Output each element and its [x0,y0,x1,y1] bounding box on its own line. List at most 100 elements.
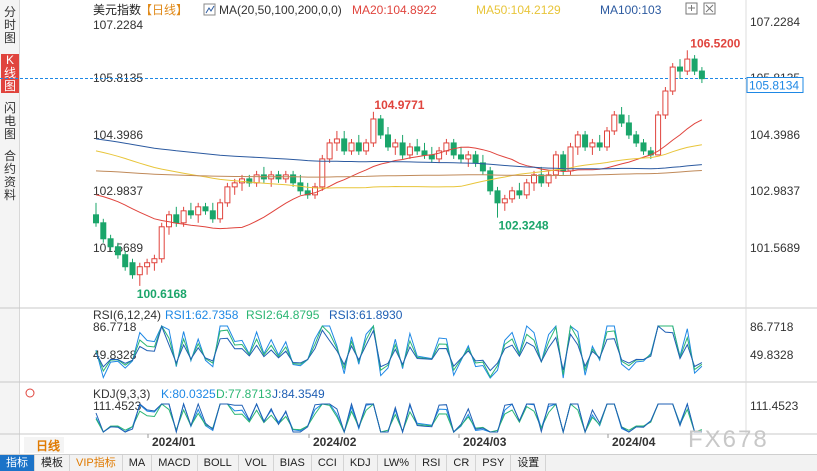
close-icon[interactable] [703,2,716,15]
candle-body [428,154,435,160]
toolbar-item-8[interactable]: CCI [312,455,344,471]
candle-body [166,214,172,228]
toolbar-item-7[interactable]: BIAS [274,455,312,471]
candle-body [144,262,151,268]
toolbar-item-3[interactable]: MA [123,455,153,471]
toolbar-item-5[interactable]: BOLL [198,455,239,471]
instrument-name: 美元指数 [93,2,141,17]
candle-body [363,142,370,152]
price-tick-label: 104.3986 [750,128,800,142]
rsi3-value: RSI3:61.8930 [329,308,403,322]
candle-body [538,174,545,184]
candle-body [151,258,158,264]
candle-body [224,186,231,204]
candle-body [93,214,99,224]
candle-body [458,154,464,160]
price-tick-label: 102.9837 [750,184,800,198]
candle-body [136,266,143,276]
toolbar-item-12[interactable]: CR [447,455,477,471]
sidebar-tab-0[interactable]: 分时图 [3,5,16,45]
candle-body [582,134,589,148]
candle-body [107,238,114,248]
price-tick-label: 104.3986 [93,128,143,142]
candle-body [158,226,165,260]
candle-body [180,210,187,224]
rsi-tick-label: 49.8328 [750,348,794,362]
candle-body [129,262,136,276]
candle-body [640,142,647,152]
current-price-label: 105.8134 [749,79,799,93]
candle-body [479,162,486,172]
toolbar-item-6[interactable]: VOL [239,455,274,471]
candle-body [414,146,421,152]
toolbar-item-0[interactable]: 指标 [0,455,35,471]
candle-body [611,114,618,132]
ma200-line [95,170,702,178]
toolbar-item-9[interactable]: KDJ [344,455,378,471]
toolbar-item-4[interactable]: MACD [152,455,198,471]
annotation-low-jan: 100.6168 [137,287,187,301]
candle-body [333,138,340,144]
toolbar-item-10[interactable]: LW% [378,455,417,471]
annotation-high: 106.5200 [690,36,740,50]
candle-body [231,182,238,188]
annotation-low-mar: 102.3248 [499,219,549,233]
ma100-line [95,138,702,170]
chart-style-icon [203,3,216,16]
candle-body [187,210,194,216]
candle-body [341,138,348,152]
candle-body [516,190,523,196]
toolbar-item-1[interactable]: 模板 [35,455,70,471]
date-label: 2024/02 [313,435,357,449]
rsi1-value: RSI1:62.7358 [165,308,239,322]
kdj-j-line [95,402,702,434]
period-tag: 【日线】 [140,3,188,17]
kline-chart[interactable]: 美元指数【日线】 MA(20,50,100,200,0,0) MA20:104.89… [0,0,817,454]
toolbar-item-2[interactable]: VIP指标 [70,455,123,471]
candle-body [304,190,311,196]
indicator-toolbar: 指标 模板 VIP指标 MA MACD BOLL VOL BIAS CCI KDJ LW% RSI CR… [0,454,817,471]
candle-body [246,178,253,184]
toolbar-item-14[interactable]: 设置 [511,455,547,471]
sidebar-tab-2[interactable]: 闪电图 [3,101,16,141]
ma20-value: MA20:104.8922 [352,3,437,17]
rsi-tick-label: 86.7718 [93,320,137,334]
candle-body [691,58,698,72]
candle-body [684,58,691,72]
sidebar-tab-3[interactable]: 合约资料 [3,149,16,202]
candle-body [501,198,508,204]
price-tick-label: 105.8135 [93,71,143,85]
price-tick-label: 107.2284 [93,18,143,32]
candle-body [487,170,494,192]
rsi-tick-label: 49.8328 [93,348,137,362]
candle-body [421,150,428,156]
candle-body [677,66,683,72]
candle-body [662,90,669,116]
candle-body [173,214,180,224]
annotation-peak: 104.9771 [374,98,424,112]
ma100-value: MA100:103 [600,3,662,17]
kdj-k-value: K:80.0325 [161,387,216,401]
settings-icon[interactable] [685,2,698,15]
kdj-tick-label: 111.4523 [750,399,799,413]
candle-body [114,246,121,256]
candle-body [385,134,391,148]
candle-body [319,158,326,188]
candle-body [509,190,516,200]
candle-body [217,202,224,220]
toolbar-item-13[interactable]: PSY [476,455,512,471]
candle-body [531,174,537,184]
price-tick-label: 107.2284 [750,15,800,29]
toolbar-item-11[interactable]: RSI [416,455,448,471]
candle-body [698,70,705,80]
candle-body [326,142,333,160]
candle-body [596,142,603,148]
candle-body [465,154,472,160]
candle-body [399,142,406,156]
kdj-d-value: D:77.8713 [216,387,272,401]
candle-body [370,118,377,144]
candle-body [604,130,610,148]
watermark-logo: FX678 [688,426,769,453]
